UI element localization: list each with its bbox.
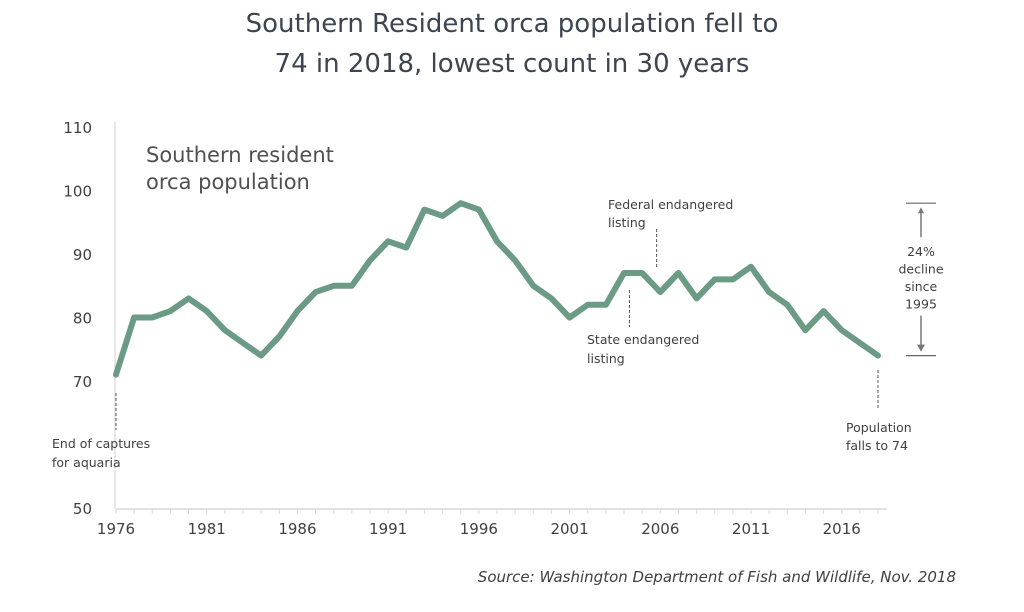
y-tick-label: 100 [63,183,92,201]
x-tick-label: 1991 [369,520,407,538]
x-tick-label: 1976 [97,520,135,538]
x-tick-label: 2016 [823,520,861,538]
y-tick-label: 90 [73,246,92,264]
y-tick-label: 70 [73,373,92,391]
y-tick-label: 80 [73,310,92,328]
y-tick-label: 110 [63,119,92,137]
series-label: Southern resident [146,143,334,167]
population-line [113,200,881,378]
chart-title-line-2: 74 in 2018, lowest count in 30 years [274,49,750,79]
chart-title-line-1: Southern Resident orca population fell t… [245,9,779,39]
annotation-population-falls: Population [846,420,912,435]
x-tick-label: 2011 [732,520,770,538]
decline-label: since [905,279,938,294]
arrow-down-icon [917,344,925,352]
x-tick-label: 2001 [550,520,588,538]
annotation-state-listing: State endangered [587,332,699,347]
annotation-state-listing: listing [587,351,625,366]
annotation-captures: End of captures [52,436,150,451]
annotation-captures: for aquaria [52,455,121,470]
annotation-federal-listing: listing [608,215,646,230]
annotation-population-falls: falls to 74 [846,438,908,453]
decline-label: decline [898,262,943,277]
decline-label: 1995 [905,297,937,312]
x-tick-label: 1986 [278,520,316,538]
y-tick-label: 50 [73,500,92,518]
x-tick-label: 1996 [460,520,498,538]
series-label: orca population [146,170,310,194]
x-tick-label: 1981 [188,520,226,538]
annotation-federal-listing: Federal endangered [608,197,733,212]
arrow-up-icon [918,207,924,214]
x-tick-label: 2006 [641,520,679,538]
chart-title: Southern Resident orca population fell t… [0,4,1024,84]
source-note: Source: Washington Department of Fish an… [477,568,956,586]
decline-label: 24% [907,244,935,259]
